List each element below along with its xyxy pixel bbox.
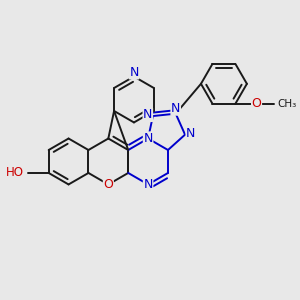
Text: HO: HO: [5, 167, 23, 179]
Text: N: N: [143, 132, 153, 145]
Text: O: O: [252, 97, 262, 110]
Text: CH₃: CH₃: [277, 99, 296, 109]
Text: N: N: [129, 66, 139, 79]
Text: O: O: [103, 178, 113, 191]
Text: N: N: [186, 127, 196, 140]
Text: N: N: [171, 102, 180, 115]
Text: N: N: [143, 108, 152, 122]
Text: N: N: [143, 178, 153, 191]
